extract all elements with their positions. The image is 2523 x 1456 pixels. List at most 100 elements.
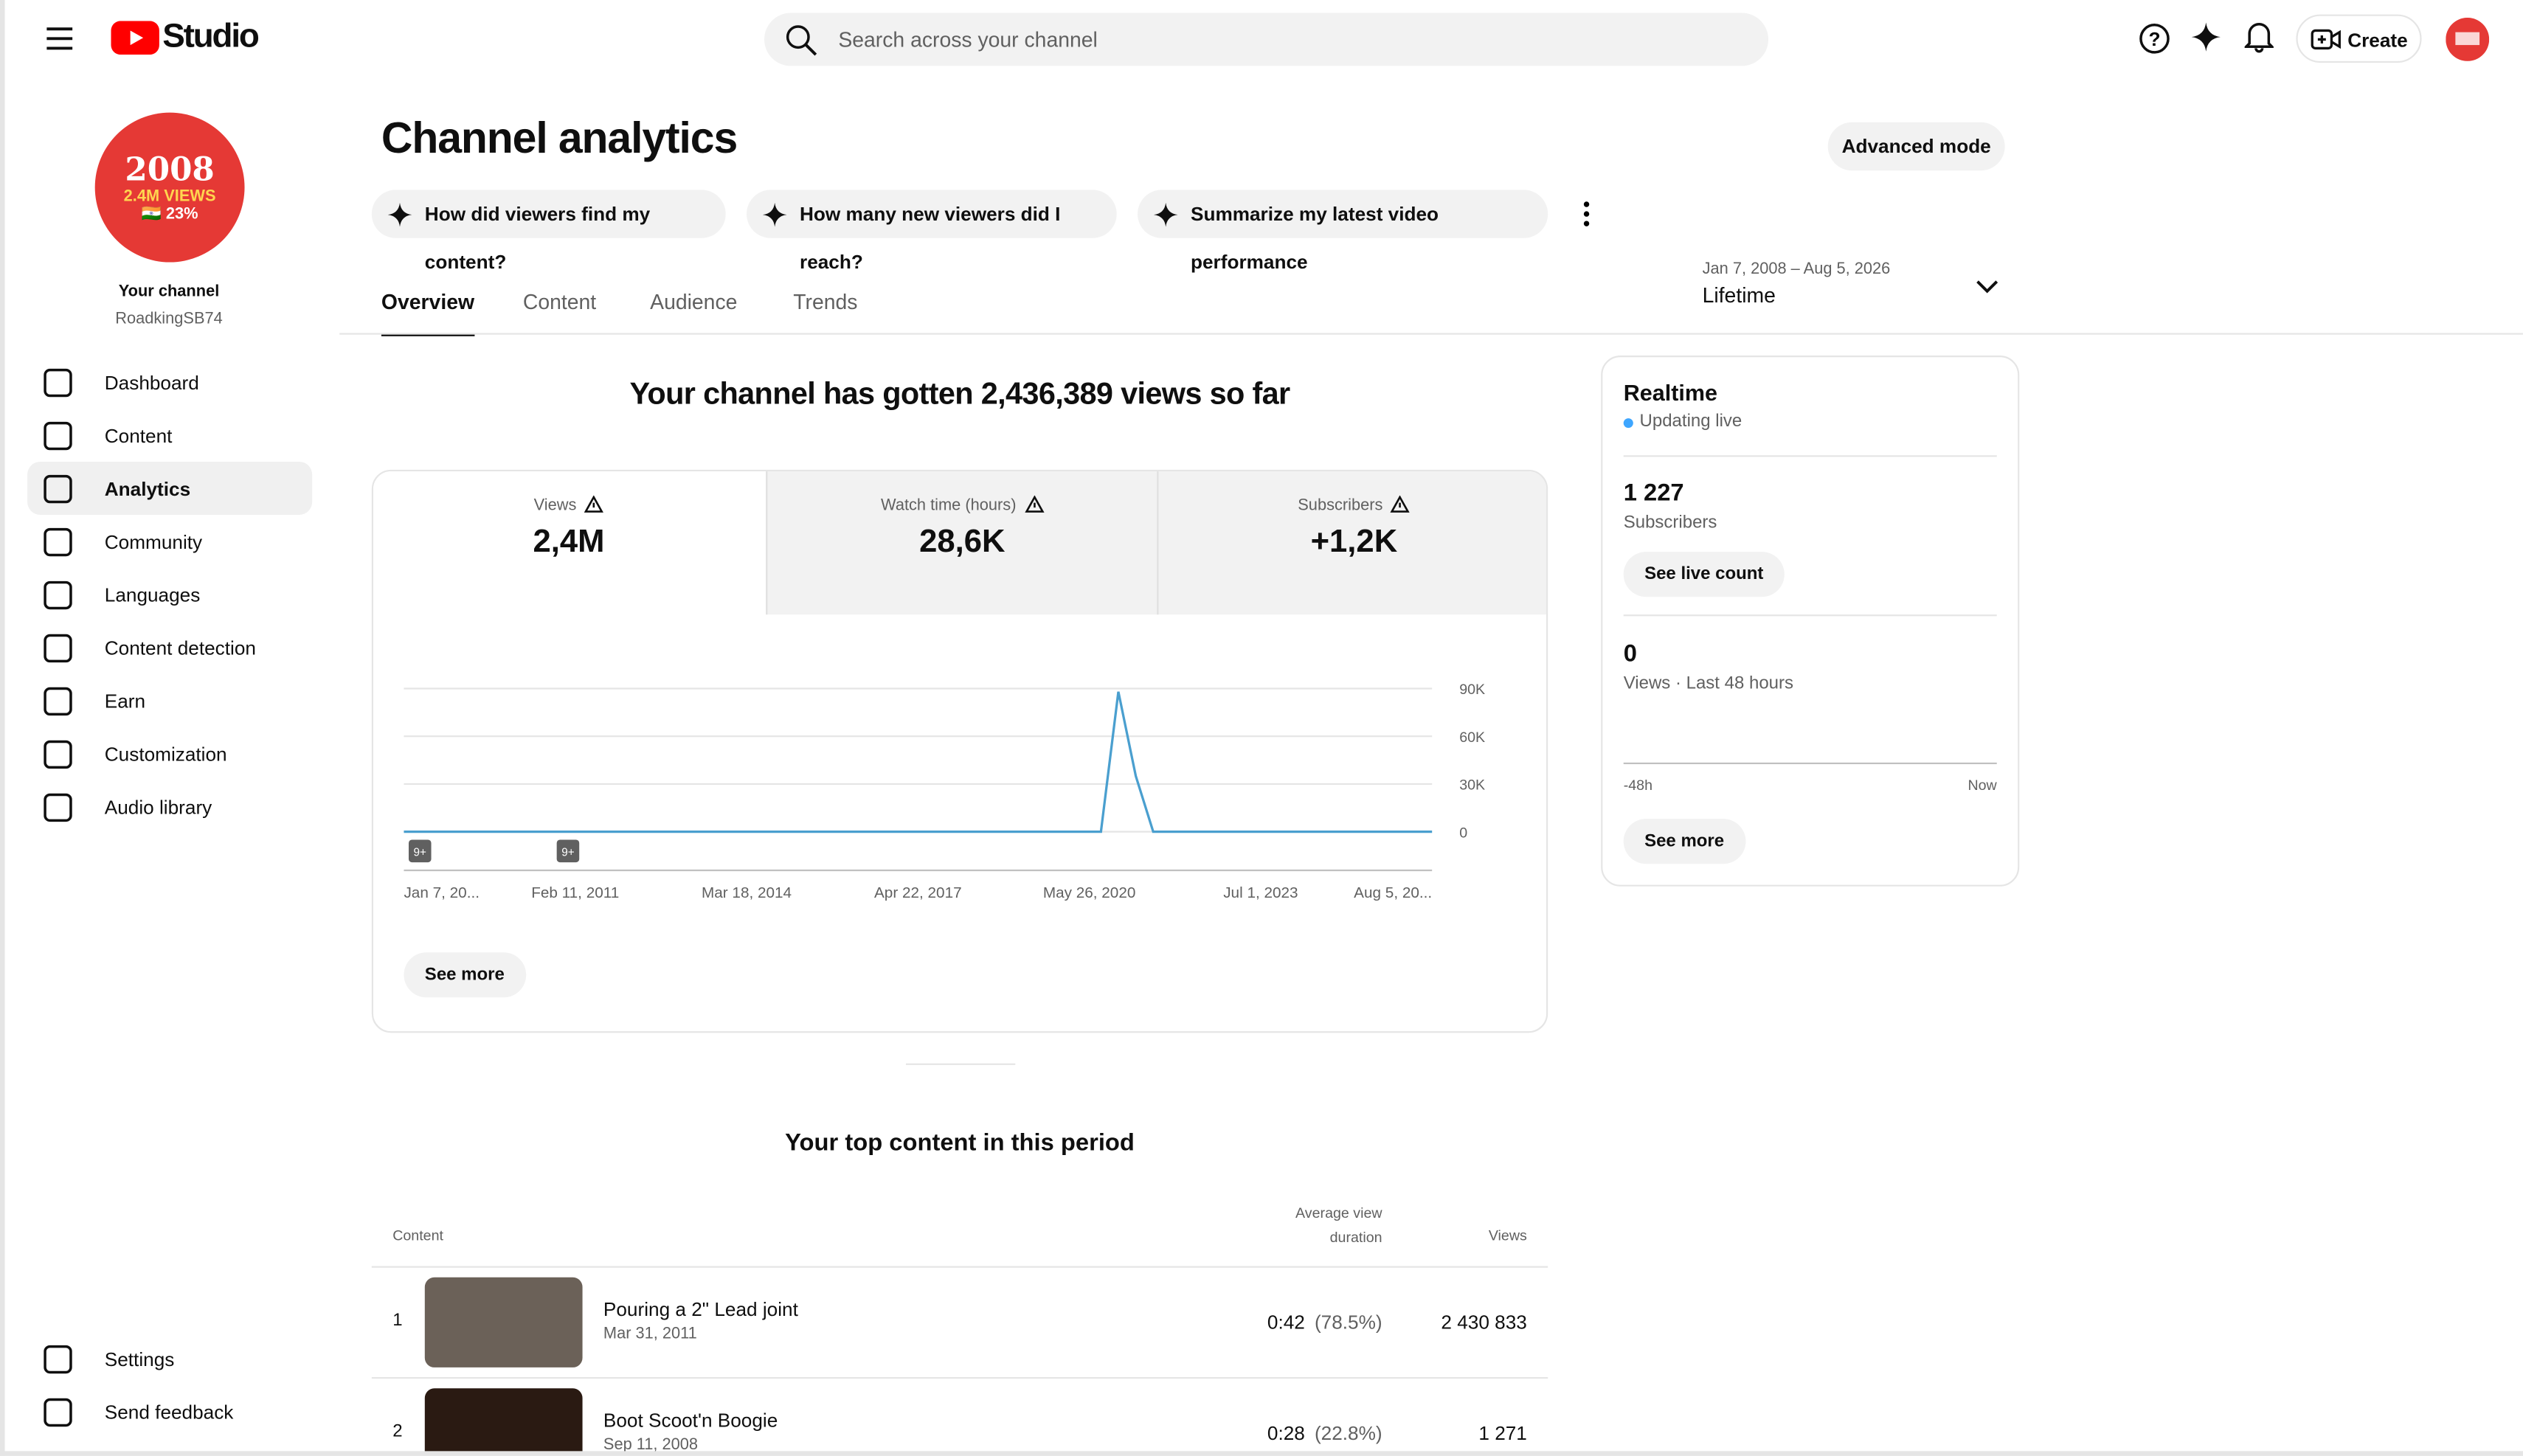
annotation-box [408, 839, 432, 863]
metric-tab[interactable]: Watch time (hours) 28,6K [765, 471, 1158, 615]
rank: 2 [392, 1422, 403, 1442]
top-content-title: Your top content in this period [785, 1129, 1135, 1157]
nav-item[interactable]: Analytics [27, 461, 313, 515]
nav-icon [44, 368, 72, 398]
create-icon [2311, 29, 2341, 50]
views-chart: 0 30K 60K 90K Jan 7, 20... Feb 11, 2011 Mar 18… [404, 682, 1485, 901]
search-placeholder: Search across your channel [838, 27, 1098, 52]
see-more-button[interactable]: See more [404, 952, 526, 998]
sparkle-icon [387, 202, 412, 227]
views-line [404, 691, 1433, 833]
nav-item[interactable]: Settings [27, 1332, 312, 1385]
create-button[interactable]: Create [2296, 14, 2422, 63]
prompt-chip[interactable]: How many new viewers did I reach? [747, 190, 1117, 274]
tab[interactable]: Trends [793, 289, 858, 314]
icon-shape [44, 527, 72, 557]
duration: 0:42 [1267, 1311, 1305, 1334]
realtime-title: Realtime [1623, 379, 1718, 406]
prompt-chip[interactable]: How did viewers find my content? [371, 190, 726, 274]
svg-text:?: ? [2149, 28, 2161, 50]
warning [1391, 495, 1411, 513]
nav-label: Customization [104, 743, 227, 766]
divider [1623, 455, 1997, 457]
annotation-box [556, 839, 580, 863]
metric-value: +1,2K [1310, 524, 1398, 561]
x-tick-label: Aug 5, 20... [1354, 884, 1432, 901]
metric-tab[interactable]: Views 2,4M [373, 471, 765, 615]
nav-item[interactable]: Audio library [27, 780, 312, 833]
duration: 0:28 [1267, 1422, 1305, 1445]
see-live-count-button[interactable]: See live count [1623, 552, 1785, 597]
nav-item[interactable]: Dashboard [27, 356, 312, 409]
warning-icon [584, 495, 604, 513]
ai-icon[interactable] [2191, 22, 2221, 52]
logo-icon[interactable] [111, 21, 159, 55]
metric-label: Subscribers [1158, 495, 1546, 515]
nav-label: Content [104, 424, 173, 448]
tab[interactable]: Content [522, 289, 597, 314]
video-date: Sep 11, 2008 [603, 1436, 699, 1455]
realtime-axis-start: -48h [1623, 777, 1653, 794]
menu-icon[interactable] [46, 26, 74, 52]
video-title: Pouring a 2" Lead joint [603, 1298, 798, 1321]
search-box[interactable]: Search across your channel [764, 13, 1769, 66]
sparkle [387, 202, 412, 227]
help-icon[interactable]: ? [2139, 23, 2171, 55]
table-row[interactable]: 2 Boot Scoot'n Boogie Sep 11, 2008 0:28 (22.… [371, 1377, 1548, 1455]
prompt-text: How many new viewers did I reach? [800, 202, 1061, 274]
table-header: Content [392, 1227, 443, 1244]
x-tick-label: Feb 11, 2011 [531, 884, 619, 901]
account-avatar[interactable] [2446, 17, 2490, 61]
tab[interactable]: Audience [650, 289, 738, 314]
table-row[interactable]: 1 Pouring a 2" Lead joint Mar 31, 2011 0:42… [371, 1266, 1548, 1379]
nav-item[interactable]: Content [27, 409, 312, 462]
prompt-chip[interactable]: Summarize my latest video performance [1138, 190, 1548, 274]
annotation: 9+ [414, 846, 426, 859]
nav-item[interactable]: Earn [27, 674, 312, 727]
nav-item[interactable]: Languages [27, 568, 312, 621]
channel-avatar[interactable]: 2008 2.4M VIEWS 🇮🇳 23% [94, 112, 245, 263]
nav-label: Audio library [104, 796, 212, 819]
logo-text[interactable]: Studio [162, 17, 260, 55]
avatar-share: 🇮🇳 23% [141, 206, 198, 224]
nav-item[interactable]: Customization [27, 727, 312, 780]
prompt-text: Summarize my latest video performance [1191, 202, 1439, 274]
nav-icon [44, 580, 72, 610]
sparkle-icon [762, 202, 787, 227]
dropdown-icon[interactable] [1976, 278, 1998, 294]
prompt-text: How did viewers find my content? [424, 202, 651, 274]
advanced-mode-button[interactable]: Advanced mode [1827, 122, 2005, 171]
metric-tab[interactable]: Subscribers +1,2K [1157, 471, 1547, 615]
bell-icon[interactable] [2244, 21, 2274, 53]
channel-label: Your channel [118, 282, 220, 301]
metric-label: Watch time (hours) [766, 495, 1157, 515]
page-title: Channel analytics [381, 114, 738, 163]
date-range: Jan 7, 2008 – Aug 5, 2026 [1702, 260, 1891, 279]
duration-percent: (78.5%) [1314, 1311, 1382, 1334]
x-tick-label: May 26, 2020 [1043, 884, 1136, 901]
live-dot [1623, 418, 1633, 429]
nav-icon [44, 421, 72, 451]
more-icon[interactable] [1580, 199, 1593, 228]
period[interactable]: Lifetime [1702, 282, 1776, 308]
y-tick-label: 30K [1459, 777, 1485, 794]
nav-icon [44, 1345, 72, 1374]
nav-item[interactable]: Send feedback [27, 1385, 312, 1438]
icon-shape [44, 740, 72, 769]
tab[interactable]: Overview [381, 290, 475, 336]
nav-label: Earn [104, 690, 146, 713]
nav-item[interactable]: Community [27, 515, 312, 568]
realtime-card: Realtime Updating live 1 227 Subscribers… [1601, 356, 2020, 887]
channel-name: RoadkingSB74 [115, 310, 223, 328]
metric-label: Views [373, 495, 764, 515]
icon-shape [44, 793, 72, 822]
icon-shape [44, 368, 72, 398]
icon-shape [44, 421, 72, 451]
see-more-button[interactable]: See more [1623, 819, 1745, 864]
annotation: 9+ [561, 846, 574, 859]
nav-icon [44, 793, 72, 822]
warning [1024, 495, 1044, 513]
nav-item[interactable]: Content detection [27, 621, 312, 674]
warning-icon [1391, 495, 1411, 513]
